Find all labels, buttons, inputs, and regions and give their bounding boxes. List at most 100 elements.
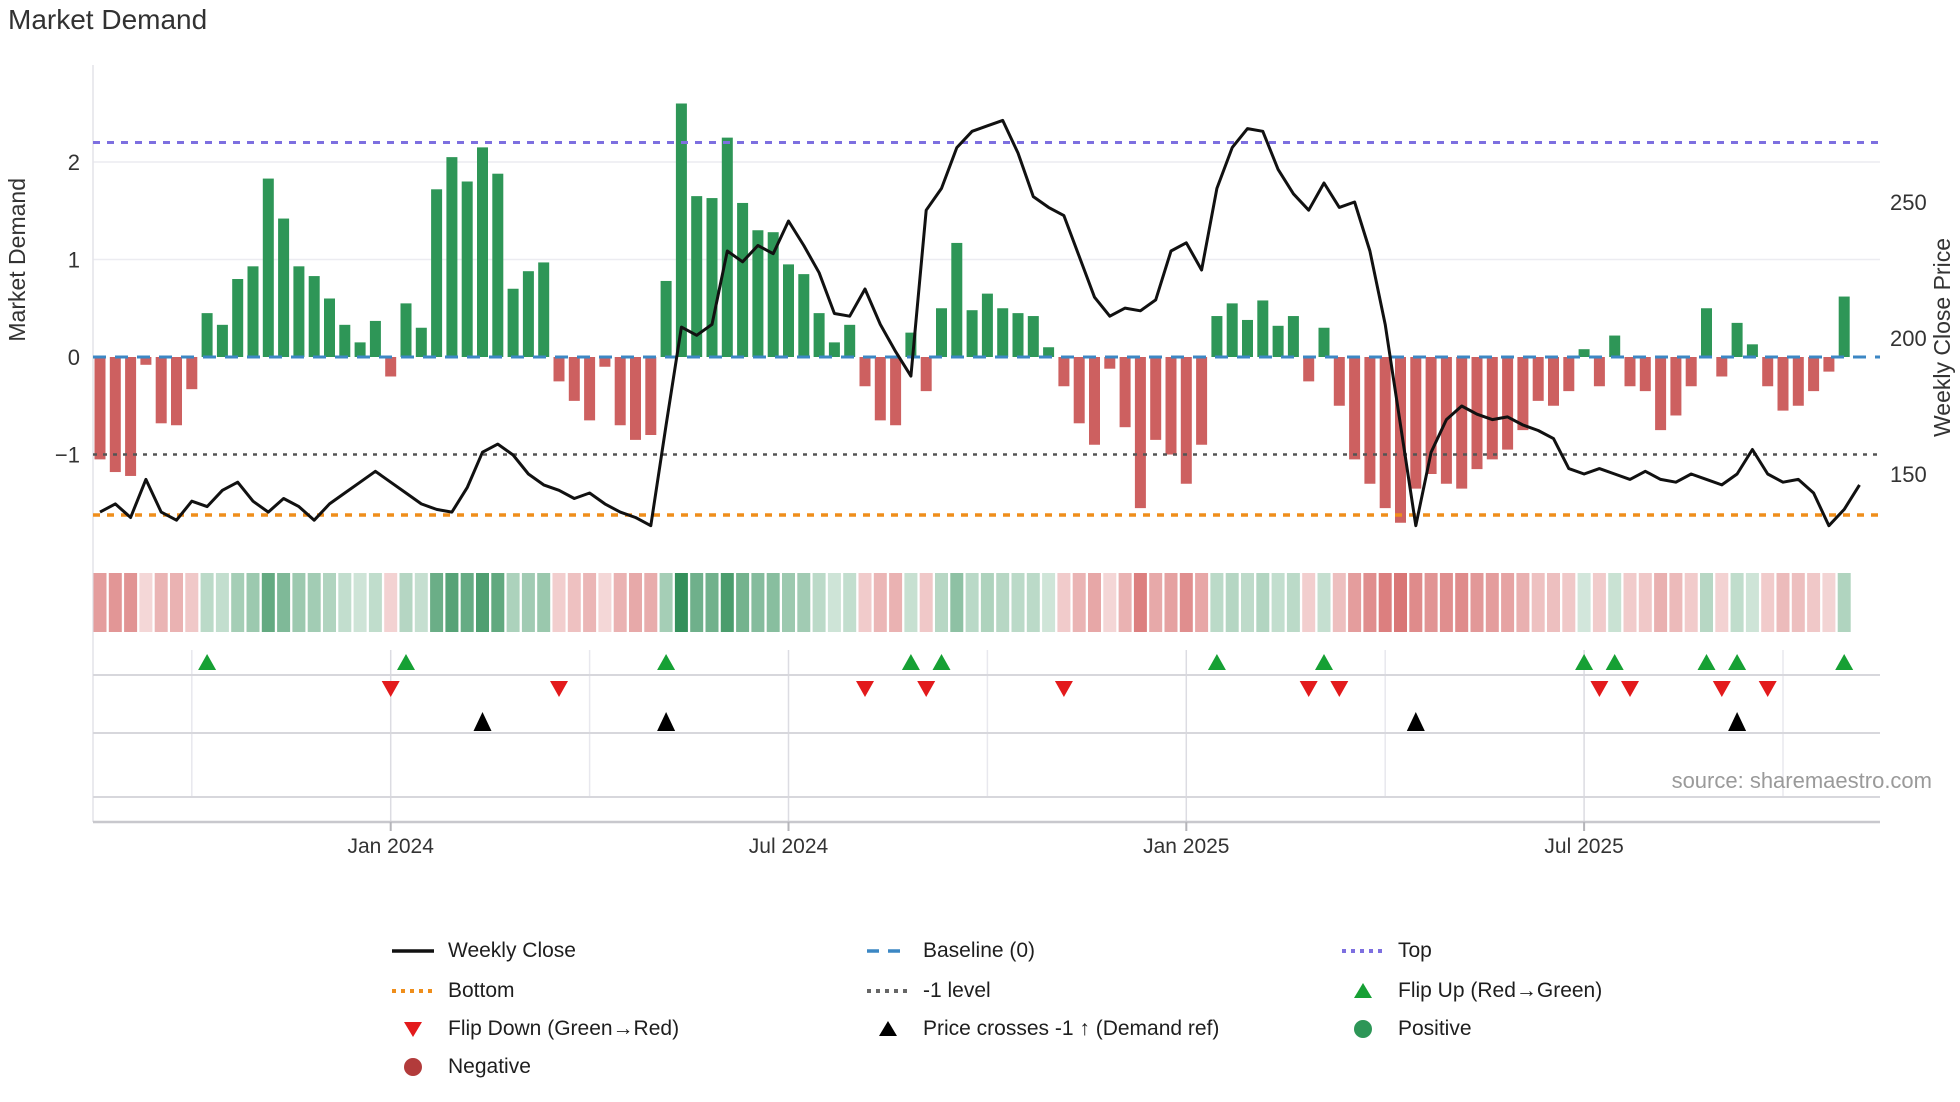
heatmap-cell (552, 573, 566, 632)
demand-bar (1089, 357, 1100, 445)
demand-bar (1073, 357, 1085, 424)
flip-up-icon (397, 654, 415, 670)
heatmap-cell (200, 573, 214, 632)
heatmap-cell (1715, 573, 1729, 632)
heatmap-cell (797, 573, 811, 632)
heatmap-cell (1730, 573, 1744, 632)
left-tick-label: 0 (68, 345, 80, 370)
heatmap-cell (108, 573, 122, 632)
heatmap-cell (674, 573, 688, 632)
heatmap-cell (1271, 573, 1285, 632)
demand-bars (94, 103, 1850, 523)
heatmap-cell (1133, 573, 1147, 632)
heatmap-cell (1485, 573, 1499, 632)
flip-up-icon (1575, 654, 1594, 670)
demand-bar (951, 242, 963, 357)
heatmap-cell (185, 573, 199, 632)
flip-down-icon (1712, 681, 1731, 697)
heatmap-cell (1470, 573, 1484, 632)
demand-bar (721, 137, 733, 357)
heatmap-cell (567, 573, 581, 632)
left-tick-label: 2 (68, 150, 80, 175)
heatmap-cell (827, 573, 841, 632)
heatmap-cell (1332, 573, 1346, 632)
heatmap-cell (1791, 573, 1805, 632)
flip-down-icon (1621, 681, 1639, 697)
demand-bar (1180, 357, 1192, 484)
heatmap-cell (215, 573, 229, 632)
x-tick-label: Jan 2024 (347, 835, 434, 858)
demand-bar (1104, 357, 1116, 369)
demand-bar (293, 266, 305, 357)
demand-bar (1242, 319, 1253, 357)
heatmap-cell (690, 573, 704, 632)
demand-bar (767, 232, 779, 357)
heatmap-cell (1256, 573, 1270, 632)
demand-bar (1012, 313, 1024, 357)
demand-bar (140, 357, 152, 365)
demand-bar (94, 357, 106, 460)
demand-bar (890, 357, 902, 426)
legend-label: Price crosses -1 ↑ (Demand ref) (923, 1017, 1220, 1040)
heatmap-cell (1210, 573, 1224, 632)
legend-label: Baseline (0) (923, 939, 1036, 962)
demand-bar (1563, 357, 1575, 392)
demand-bar (752, 230, 764, 357)
demand-bar (1823, 357, 1835, 372)
legend-item: Top (1340, 934, 1432, 968)
legend-marker-icon (1340, 940, 1386, 962)
demand-bar (1257, 300, 1269, 357)
legend-marker-icon (865, 980, 911, 1002)
demand-bar (568, 357, 580, 401)
demand-bar (400, 303, 412, 357)
legend-label: -1 level (923, 979, 991, 1002)
heatmap-cell (430, 573, 444, 632)
demand-bar (1792, 357, 1804, 406)
demand-bar (324, 298, 335, 357)
heatmap-cell (1455, 573, 1469, 632)
demand-bar (874, 357, 886, 421)
heatmap-cell (1623, 573, 1637, 632)
heatmap-cell (659, 573, 673, 632)
heatmap-cell (1837, 573, 1851, 632)
heatmap-cell (1531, 573, 1545, 632)
heatmap-cell (1026, 573, 1040, 632)
right-tick-label: 250 (1890, 190, 1927, 215)
heatmap-cell (476, 573, 489, 632)
flip-up-icon (1207, 654, 1226, 670)
heatmap-cell (919, 573, 933, 632)
heatmap-cell (323, 573, 336, 632)
demand-bar (1624, 357, 1636, 387)
heatmap-cell (399, 573, 413, 632)
heatmap-cell (1501, 573, 1515, 632)
heatmap-cell (93, 573, 107, 632)
heatmap-cell (996, 573, 1010, 632)
heatmap-cell (1592, 573, 1606, 632)
demand-bar (920, 357, 932, 392)
demand-bar (691, 196, 703, 357)
demand-bar (660, 280, 672, 357)
heatmap-cell (292, 573, 306, 632)
legend-label: Bottom (448, 979, 515, 1002)
heatmap-cell (368, 573, 382, 632)
heatmap-cell (124, 573, 138, 632)
demand-bar (1043, 347, 1055, 357)
demand-bar (1838, 296, 1850, 357)
page-title: Market Demand (8, 4, 208, 35)
demand-bar (936, 308, 947, 357)
demand-bar (109, 357, 121, 473)
demand-bar (1716, 357, 1728, 377)
x-tick-label: Jan 2025 (1143, 835, 1229, 858)
demand-bar (1165, 357, 1177, 455)
demand-bar (1517, 357, 1529, 431)
demand-bar (1211, 316, 1223, 357)
demand-bar (431, 189, 443, 357)
demand-bar (630, 357, 641, 440)
demand-bar (522, 271, 534, 357)
flip-up-icon (1835, 654, 1854, 670)
demand-bar (1119, 357, 1131, 428)
demand-bar (1532, 357, 1544, 401)
legend-item: Positive (1340, 1012, 1472, 1046)
price-cross-icon (473, 712, 492, 731)
